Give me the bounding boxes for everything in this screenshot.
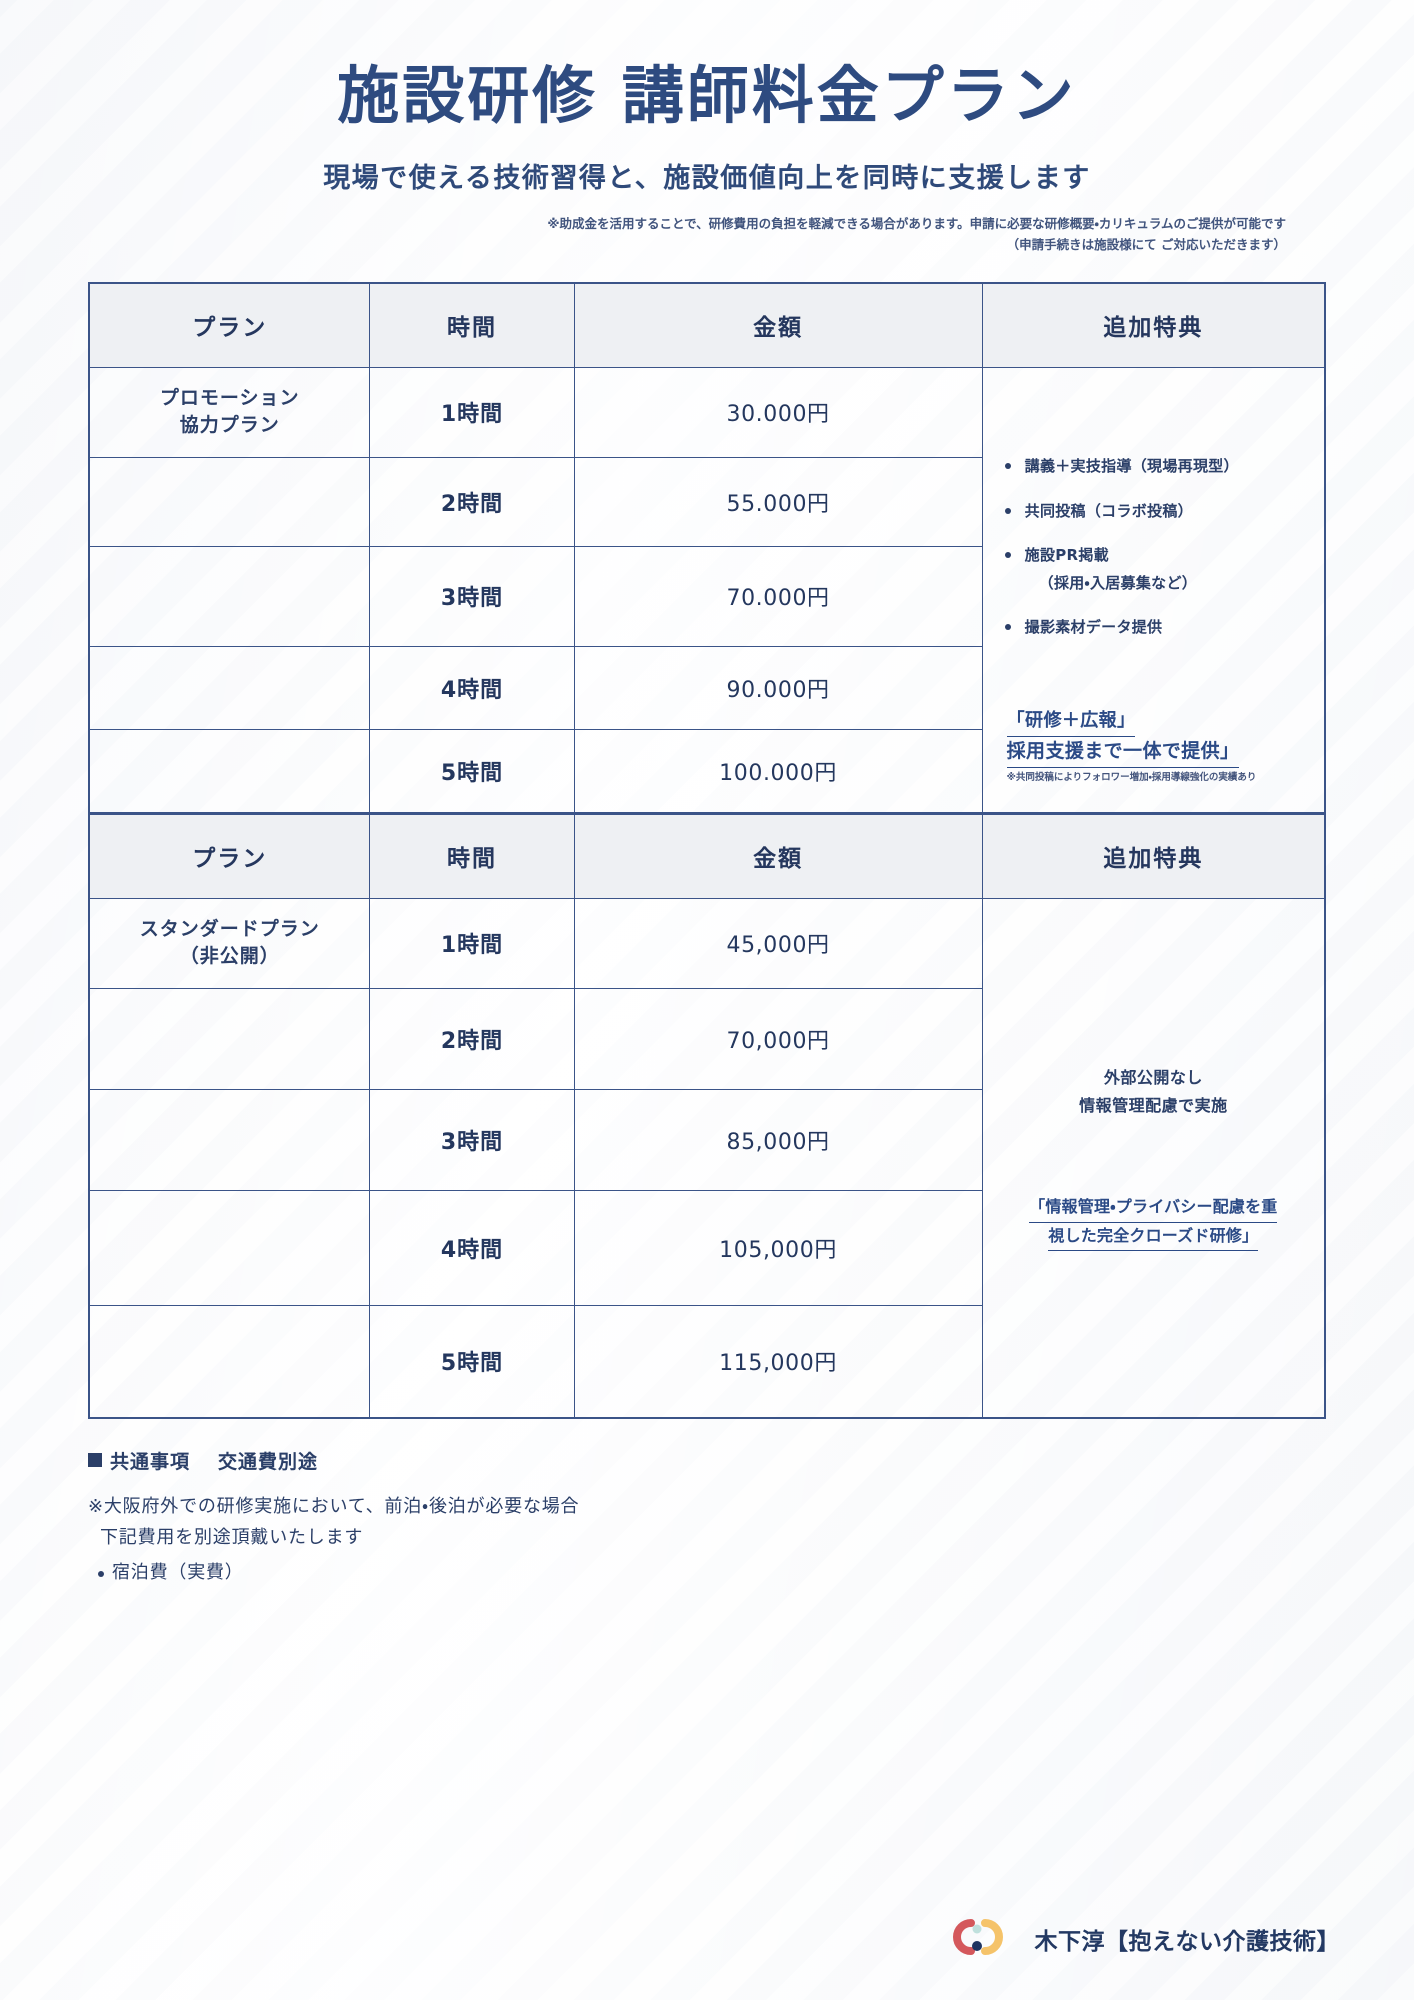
notes-line1: ※大阪府外での研修実施において、前泊・後泊が必要な場合 bbox=[88, 1495, 580, 1517]
column-header-plan: プラン bbox=[88, 813, 371, 899]
table-row: 4時間 90.000円 bbox=[88, 645, 1325, 730]
plan-name-cell: プロモーション 協力プラン bbox=[88, 366, 371, 458]
subsidy-note: ※助成金を活用することで、研修費用の負担を軽減できる場合があります。申請に必要な… bbox=[0, 213, 1414, 256]
notes-bullet-item: 宿泊費（実費） bbox=[88, 1558, 1414, 1589]
bonus-list-item: 講義＋実技指導（現場再現型） bbox=[1003, 455, 1310, 478]
square-marker-icon bbox=[88, 1453, 102, 1468]
hours-cell: 4時間 bbox=[369, 1189, 575, 1306]
subsidy-note-line2: （申請手続きは施設様にて ご対応いただきます） bbox=[1006, 237, 1286, 253]
column-header-hours: 時間 bbox=[369, 282, 575, 368]
bonus-cell: 講義＋実技指導（現場再現型） 共同投稿（コラボ投稿） 施設PR掲載 （採用・入居… bbox=[981, 366, 1326, 813]
column-header-hours: 時間 bbox=[369, 813, 575, 899]
callout-line2: 視した完全クローズド研修」 bbox=[1048, 1223, 1259, 1252]
price-cell: 85,000円 bbox=[573, 1088, 983, 1191]
bonus-item-text: 施設PR掲載 bbox=[1024, 546, 1109, 565]
callout-line1: 「情報管理・プライバシー配慮を重 bbox=[1029, 1194, 1278, 1223]
standard-plan-table: プラン 時間 金額 追加特典 スタンダードプラン （非公開） 1時間 45,00… bbox=[88, 813, 1326, 1418]
table-row: プロモーション 協力プラン 1時間 30.000円 講義＋実技指導（現場再現型） bbox=[88, 366, 1326, 813]
table-row: 3時間 85,000円 bbox=[88, 1088, 1325, 1191]
bonus-list: 講義＋実技指導（現場再現型） 共同投稿（コラボ投稿） 施設PR掲載 （採用・入居… bbox=[1003, 455, 1310, 661]
plan-name-cell-empty bbox=[88, 645, 371, 730]
brand-name: 木下淳【抱えない介護技術】 bbox=[1034, 1929, 1340, 1955]
price-cell: 70,000円 bbox=[573, 987, 983, 1090]
plan-name-line2: 協力プラン bbox=[179, 414, 280, 437]
promotion-plan-table: プラン 時間 金額 追加特典 プロモーション 協力プラン 1時間 30.000円 bbox=[88, 282, 1326, 813]
plan-name-cell: スタンダードプラン （非公開） bbox=[88, 897, 371, 989]
bonus-description-line1: 外部公開なし bbox=[1103, 1068, 1203, 1088]
column-header-price: 金額 bbox=[573, 282, 983, 368]
plan-name-cell-empty bbox=[88, 1304, 371, 1418]
hours-cell: 3時間 bbox=[369, 1088, 575, 1191]
table-header-row: プラン 時間 金額 追加特典 bbox=[88, 282, 1326, 368]
table-row: 5時間 115,000円 bbox=[88, 1304, 1325, 1418]
promotion-plan-table-wrapper: プラン 時間 金額 追加特典 プロモーション 協力プラン 1時間 30.000円 bbox=[88, 281, 1326, 814]
table-row: 5時間 100.000円 bbox=[88, 728, 1325, 813]
bonus-list-item: 撮影素材データ提供 bbox=[1003, 616, 1310, 639]
plan-name-cell-empty bbox=[88, 456, 371, 547]
bonus-cell: 外部公開なし 情報管理配慮で実施 「情報管理・プライバシー配慮を重 視した完全ク… bbox=[981, 897, 1326, 1418]
callout-line2: 採用支援まで一体で提供」 bbox=[1006, 737, 1240, 768]
notes-line2: 下記費用を別途頂戴いたします bbox=[100, 1526, 364, 1548]
bonus-description: 外部公開なし 情報管理配慮で実施 bbox=[999, 1064, 1308, 1120]
notes-body: ※大阪府外での研修実施において、前泊・後泊が必要な場合 下記費用を別途頂戴いたし… bbox=[88, 1492, 1414, 1589]
bonus-item-text: 共同投稿（コラボ投稿） bbox=[1024, 501, 1193, 520]
page-header: 施設研修 講師料金プラン 現場で使える技術習得と、施設価値向上を同時に支援します… bbox=[0, 0, 1414, 256]
plan-name-cell-empty bbox=[88, 728, 371, 813]
standard-plan-table-wrapper: プラン 時間 金額 追加特典 スタンダードプラン （非公開） 1時間 45,00… bbox=[88, 813, 1326, 1419]
page-subtitle: 現場で使える技術習得と、施設価値向上を同時に支援します bbox=[323, 163, 1091, 195]
plan-name-line1: スタンダードプラン bbox=[139, 917, 320, 940]
bonus-list-item: 共同投稿（コラボ投稿） bbox=[1003, 500, 1310, 523]
column-header-bonus: 追加特典 bbox=[981, 282, 1326, 368]
table-row: 3時間 70.000円 bbox=[88, 545, 1325, 647]
price-cell: 45,000円 bbox=[573, 897, 983, 989]
bonus-item-text: 撮影素材データ提供 bbox=[1024, 618, 1163, 637]
hours-cell: 5時間 bbox=[369, 1304, 575, 1418]
bonus-item-subtext: （採用・入居募集など） bbox=[1038, 573, 1198, 592]
callout-note: ※共同投稿によりフォロワー増加・採用導線強化の実績あり bbox=[1006, 771, 1257, 783]
hours-cell: 4時間 bbox=[369, 645, 575, 730]
bonus-description-line2: 情報管理配慮で実施 bbox=[1079, 1096, 1228, 1116]
table-row: スタンダードプラン （非公開） 1時間 45,000円 外部公開なし 情報管理配… bbox=[88, 897, 1326, 1418]
hours-cell: 1時間 bbox=[369, 366, 575, 458]
subsidy-note-line1: ※助成金を活用することで、研修費用の負担を軽減できる場合があります。申請に必要な… bbox=[547, 216, 1286, 232]
plan-name-cell-empty bbox=[88, 545, 371, 647]
plan-name-cell-empty bbox=[88, 987, 371, 1090]
hours-cell: 2時間 bbox=[369, 987, 575, 1090]
standard-callout: 「情報管理・プライバシー配慮を重 視した完全クローズド研修」 bbox=[999, 1194, 1308, 1252]
bonus-item-text: 講義＋実技指導（現場再現型） bbox=[1024, 457, 1239, 476]
notes-heading-text: 共通事項 bbox=[110, 1450, 191, 1473]
hours-cell: 5時間 bbox=[369, 728, 575, 813]
table-header-row: プラン 時間 金額 追加特典 bbox=[88, 813, 1326, 899]
column-header-plan: プラン bbox=[88, 282, 371, 368]
plan-name-line2: （非公開） bbox=[179, 945, 280, 968]
price-cell: 90.000円 bbox=[573, 645, 983, 730]
hours-cell: 3時間 bbox=[369, 545, 575, 647]
table-row: 2時間 70,000円 bbox=[88, 987, 1325, 1090]
brand-logo-icon bbox=[941, 1914, 1019, 1964]
column-header-price: 金額 bbox=[573, 813, 983, 899]
callout-line1: 「研修＋広報」 bbox=[1006, 707, 1136, 737]
plan-name-cell-empty bbox=[88, 1189, 371, 1306]
common-notes: 共通事項 交通費別途 ※大阪府外での研修実施において、前泊・後泊が必要な場合 下… bbox=[88, 1447, 1414, 1589]
table-row: 2時間 55.000円 bbox=[88, 456, 1325, 547]
hours-cell: 1時間 bbox=[369, 897, 575, 989]
brand-footer: 木下淳【抱えない介護技術】 bbox=[941, 1914, 1341, 1964]
plan-name-line1: プロモーション bbox=[159, 386, 300, 409]
column-header-bonus: 追加特典 bbox=[981, 813, 1326, 899]
price-cell: 55.000円 bbox=[573, 456, 983, 547]
notes-heading: 共通事項 交通費別途 bbox=[88, 1447, 1414, 1474]
price-cell: 105,000円 bbox=[573, 1189, 983, 1306]
promotion-callout: 「研修＋広報」 採用支援まで一体で提供」 ※共同投稿によりフォロワー増加・採用導… bbox=[997, 707, 1310, 785]
price-cell: 100.000円 bbox=[573, 728, 983, 813]
price-cell: 30.000円 bbox=[573, 366, 983, 458]
price-cell: 70.000円 bbox=[573, 545, 983, 647]
notes-heading-subtext: 交通費別途 bbox=[218, 1450, 319, 1473]
plan-name-cell-empty bbox=[88, 1088, 371, 1191]
bonus-list-item: 施設PR掲載 （採用・入居募集など） bbox=[1003, 544, 1310, 594]
page-title: 施設研修 講師料金プラン bbox=[337, 59, 1077, 132]
price-cell: 115,000円 bbox=[573, 1304, 983, 1418]
hours-cell: 2時間 bbox=[369, 456, 575, 547]
